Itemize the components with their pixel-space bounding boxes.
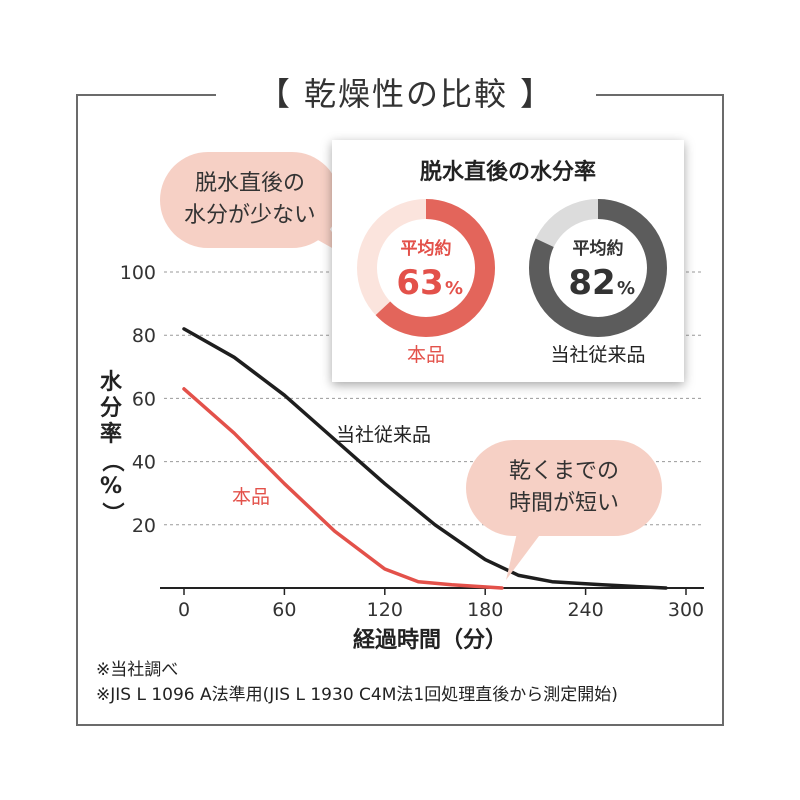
- y-tick-label: 100: [120, 262, 156, 284]
- donut-value: 82: [568, 263, 615, 303]
- y-axis-label-char: 分: [99, 396, 122, 421]
- donut-value: 63: [396, 263, 443, 303]
- donut-charts: 平均約 63 % 平均約 82%: [357, 199, 667, 337]
- donut-prefix: 平均約: [401, 238, 452, 259]
- y-axis-label-char: %: [99, 474, 123, 499]
- footnote: ※当社調べ: [96, 660, 179, 680]
- x-axis-label: 経過時間（分）: [352, 628, 507, 653]
- series-label-product: 本品: [232, 486, 271, 508]
- x-tick-label: 240: [567, 599, 603, 621]
- donut-prefix: 平均約: [573, 238, 624, 259]
- x-tick-label: 300: [668, 599, 704, 621]
- series-line-conventional: [182, 327, 668, 590]
- donut-label-conventional: 当社従来品: [550, 344, 646, 366]
- frame-title-gap: [216, 80, 596, 110]
- y-axis-label-char: 水: [99, 370, 122, 395]
- callout-line: 脱水直後の: [194, 171, 305, 196]
- donut-value-arc: [357, 199, 495, 337]
- y-axis-label: 水分率（%）: [96, 370, 126, 526]
- footnote: ※JIS L 1096 A法準用(JIS L 1930 C4M法1回処理直後から…: [96, 685, 618, 705]
- series-label-conventional: 当社従来品: [336, 424, 432, 446]
- donut-value-arc: [529, 199, 667, 337]
- donut-percent: %: [445, 278, 463, 299]
- callout-line: 水分が少ない: [183, 203, 316, 228]
- inset-title: 脱水直後の水分率: [419, 160, 596, 185]
- series-line-product: [182, 387, 504, 590]
- donut-percent: %: [617, 278, 635, 299]
- callout-line: 時間が短い: [508, 491, 619, 516]
- y-tick-label: 20: [132, 515, 156, 537]
- chart-title: 【 乾燥性の比較 】: [257, 75, 555, 113]
- y-tick-label: 40: [132, 452, 156, 474]
- footnotes: ※当社調べ ※JIS L 1096 A法準用(JIS L 1930 C4M法1回…: [96, 658, 618, 708]
- callout-line: 乾くまでの: [508, 459, 619, 484]
- y-axis-label-text: 水分率（%）: [96, 370, 126, 526]
- y-axis-label-char: 率: [99, 422, 122, 447]
- y-tick-label: 60: [132, 388, 156, 410]
- x-tick-label: 60: [272, 599, 296, 621]
- y-tick-label: 80: [132, 325, 156, 347]
- callout-bubble-short-time: 乾くまでの 時間が短い: [466, 440, 662, 536]
- x-tick-label: 180: [467, 599, 503, 621]
- donut-label-product: 本品: [406, 344, 445, 366]
- x-tick-label: 0: [178, 599, 190, 621]
- x-tick-label: 120: [367, 599, 403, 621]
- moisture-comparison-inset: 脱水直後の水分率 平均約 63% 平均約 82% 本品 当社従来品: [332, 140, 684, 382]
